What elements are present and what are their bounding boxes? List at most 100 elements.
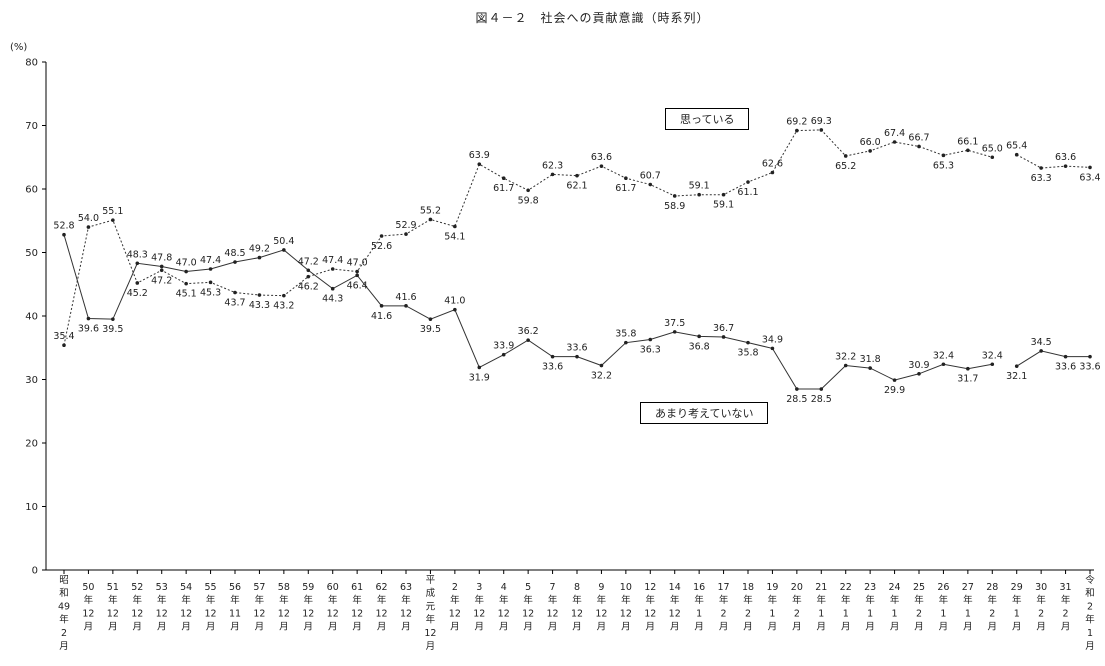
x-tick-label: 月	[426, 641, 436, 652]
data-label: 52.6	[371, 241, 392, 252]
data-label: 33.6	[566, 343, 587, 354]
x-tick-label: 30	[1035, 582, 1047, 593]
data-point	[282, 293, 286, 298]
x-tick-label: 24	[889, 582, 901, 593]
data-label: 50.4	[273, 236, 294, 247]
x-tick-label: 12	[253, 608, 265, 619]
data-point	[306, 268, 311, 273]
x-tick-label: 2	[61, 628, 67, 639]
x-tick-label: 31	[1060, 582, 1072, 593]
data-label: 69.2	[786, 117, 807, 128]
data-label: 65.0	[982, 143, 1003, 154]
data-label: 35.8	[737, 348, 758, 359]
x-tick-label: 63	[400, 582, 412, 593]
x-tick-label: 月	[890, 622, 900, 633]
data-point	[453, 224, 457, 229]
x-tick-label: 12	[82, 608, 94, 619]
data-point	[86, 316, 91, 321]
x-tick-label: 年	[377, 594, 387, 606]
x-tick-label: 年	[181, 594, 191, 606]
x-tick-label: 年	[597, 594, 607, 606]
x-tick-label: 年	[963, 594, 973, 606]
x-tick-label: 50	[82, 582, 94, 593]
data-point	[1063, 354, 1068, 359]
data-point	[111, 218, 115, 222]
data-point	[868, 366, 872, 370]
data-point	[819, 128, 824, 132]
y-tick-label: 50	[25, 248, 38, 259]
x-tick-label: 年	[914, 594, 924, 606]
data-point	[135, 281, 140, 285]
data-label: 34.9	[762, 334, 783, 345]
data-point	[1088, 165, 1092, 170]
x-tick-label: 5	[525, 582, 531, 593]
x-tick-label: 月	[499, 622, 509, 633]
data-label: 60.7	[640, 171, 661, 182]
data-label: 36.7	[713, 323, 734, 334]
data-point	[62, 343, 66, 348]
y-tick-label: 80	[25, 58, 38, 69]
data-label: 33.9	[493, 341, 514, 352]
x-tick-label: 1	[1014, 608, 1020, 619]
x-tick-label: 月	[255, 622, 265, 633]
series-value-labels: 35.454.055.145.247.245.1 45.343.7 43.3 43.2…	[53, 116, 1100, 405]
data-label: 41.6	[395, 292, 416, 303]
data-label: 43.3	[249, 300, 270, 311]
data-label: 69.3	[811, 116, 832, 127]
x-tick-label: 17	[718, 582, 730, 593]
x-tick-label: 12	[644, 582, 656, 593]
x-tick-label: 年	[499, 594, 509, 606]
x-tick-label: 月	[475, 622, 485, 633]
y-axis-ticks: 0 10 20 30 40 50 60 70 80	[25, 58, 46, 577]
data-point	[282, 248, 286, 252]
x-tick-label: 年	[572, 594, 582, 606]
x-tick-label: 2	[721, 608, 727, 619]
data-point	[306, 274, 311, 279]
x-tick-label: 令	[1085, 574, 1095, 586]
x-tick-label: 月	[841, 622, 851, 633]
data-point	[917, 371, 921, 376]
x-tick-label: 27	[962, 582, 974, 593]
x-tick-label: 月	[401, 622, 411, 633]
data-label: 31.8	[860, 354, 881, 365]
data-label: 31.7	[957, 374, 978, 385]
data-label: 63.6	[591, 152, 612, 163]
data-point	[208, 280, 213, 285]
x-tick-label: 8	[574, 582, 580, 593]
x-tick-label: 2	[1063, 608, 1069, 619]
x-tick-label: 成	[426, 587, 436, 599]
x-tick-label: 年	[84, 594, 94, 606]
data-point	[819, 387, 824, 391]
x-tick-label: 12	[278, 608, 290, 619]
x-tick-label: 51	[107, 582, 119, 593]
x-tick-label: 月	[768, 622, 778, 633]
data-label: 33.6	[1079, 362, 1100, 373]
x-tick-label: 年	[1036, 594, 1046, 606]
data-point	[428, 317, 433, 321]
x-tick-label: 月	[597, 622, 607, 633]
data-label: 33.6	[542, 362, 563, 373]
x-tick-label: 7	[550, 582, 556, 593]
x-tick-label: 12	[620, 608, 632, 619]
x-tick-label: 12	[644, 608, 656, 619]
data-point	[892, 140, 897, 144]
data-point	[868, 149, 872, 153]
data-label: 66.0	[860, 137, 881, 148]
data-label: 67.4	[884, 128, 905, 139]
x-tick-label: 月	[1061, 622, 1071, 633]
data-point	[355, 269, 359, 274]
data-point	[941, 153, 946, 158]
x-tick-label: 年	[157, 594, 167, 606]
x-tick-label: 21	[815, 582, 827, 593]
data-point	[184, 281, 188, 286]
data-point	[526, 338, 530, 342]
data-point	[746, 340, 750, 345]
x-tick-label: 1	[965, 608, 971, 619]
x-tick-label: 年	[401, 594, 411, 606]
chart-title: 図４－２ 社会への貢献意識（時系列）	[475, 11, 710, 25]
data-point	[966, 366, 970, 371]
data-point	[990, 362, 995, 367]
data-point	[648, 182, 653, 187]
x-tick-label: 年	[939, 594, 949, 606]
data-label: 44.3	[322, 294, 343, 305]
